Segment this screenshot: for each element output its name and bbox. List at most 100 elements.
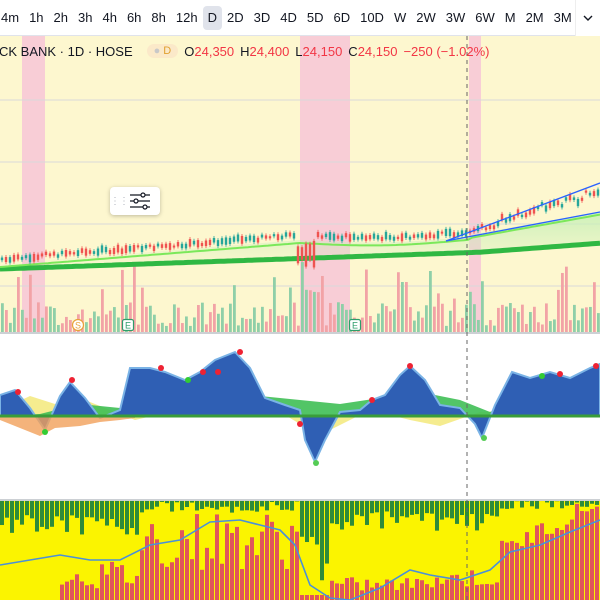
histogram-bar-green <box>405 501 409 518</box>
volume-bar <box>33 318 36 332</box>
volume-bar <box>57 324 60 332</box>
timeframe-6h[interactable]: 6h <box>126 9 142 25</box>
candle-body <box>272 234 276 237</box>
candle-body <box>44 251 48 256</box>
histogram-bar-red <box>165 566 169 600</box>
candle-body <box>412 234 416 238</box>
candle-body <box>432 234 436 239</box>
histogram-bar-red <box>105 574 109 600</box>
moving-average-slow <box>0 240 600 272</box>
candle-body <box>160 244 164 248</box>
candle-body <box>228 237 232 245</box>
timeframe-8h[interactable]: 8h <box>151 9 166 25</box>
timeframe-2m[interactable]: 2M <box>525 9 544 25</box>
timeframe-6w[interactable]: 6W <box>475 9 495 25</box>
candle-body <box>216 240 220 247</box>
timeframe-2h[interactable]: 2h <box>53 9 68 25</box>
histogram-bar-red <box>130 583 134 600</box>
timeframe-6d[interactable]: 6D <box>333 9 351 25</box>
timeframe-5d[interactable]: 5D <box>306 9 324 25</box>
histogram-bar-red <box>60 584 64 600</box>
volume-bar <box>421 317 424 332</box>
candle-body <box>248 235 252 241</box>
timeframe-3m[interactable]: 3M <box>553 9 572 25</box>
histogram-bar-red <box>480 584 484 600</box>
histogram-bar-green <box>340 501 344 530</box>
histogram-bar-red <box>135 575 139 600</box>
histogram-bar-green <box>365 501 369 525</box>
histogram-bar-red <box>505 542 509 600</box>
timeframe-m[interactable]: M <box>504 9 516 25</box>
volume-bar <box>493 325 496 332</box>
histogram-bar-red <box>430 587 434 600</box>
timeframe-3h[interactable]: 3h <box>78 9 93 25</box>
histogram-bar-green <box>520 501 524 508</box>
histogram-bar-green <box>455 501 459 524</box>
candle-body <box>204 240 208 247</box>
candle-body <box>88 250 92 254</box>
candle-body <box>164 243 168 248</box>
histogram-bar-red <box>235 526 239 600</box>
timeframe-4m[interactable]: 4m <box>1 9 20 25</box>
timeframe-d[interactable]: D <box>202 5 222 30</box>
volume-bar <box>185 316 188 332</box>
drag-handle-icon[interactable]: ⋮⋮ <box>110 195 129 207</box>
histogram-bar-red <box>545 534 549 600</box>
timeframe-2w[interactable]: 2W <box>416 9 436 25</box>
histogram-bar-red <box>475 584 479 600</box>
candle-body <box>580 197 584 201</box>
histogram-bar-red <box>265 514 269 600</box>
timeframe-2d[interactable]: 2D <box>226 9 244 25</box>
candle-body <box>376 235 380 240</box>
candle-body <box>68 251 72 255</box>
volume-bar <box>249 318 252 332</box>
candle-body <box>180 243 184 249</box>
candle-body <box>232 236 236 242</box>
candle-body <box>176 242 180 247</box>
trendline-lower[interactable] <box>445 211 600 242</box>
timeframe-12h[interactable]: 12h <box>175 9 198 25</box>
histogram-bar-red <box>410 587 414 600</box>
histogram-bar-red <box>385 579 389 600</box>
volume-bar <box>153 314 156 332</box>
delay-badge[interactable]: ● D <box>146 44 179 58</box>
histogram-bar-red <box>100 564 104 600</box>
histogram-bar-green <box>280 501 284 510</box>
volume-bar <box>221 307 224 332</box>
drawing-tool-widget[interactable]: ⋮⋮ <box>110 187 160 215</box>
candle-body <box>452 232 456 238</box>
signal-dot <box>200 369 206 375</box>
volume-bar <box>161 322 164 332</box>
trendline-upper[interactable] <box>445 182 600 242</box>
histogram-bar-red <box>490 584 494 600</box>
volume-bar <box>305 289 308 332</box>
timeframe-10d[interactable]: 10D <box>360 9 384 25</box>
candle-body <box>532 206 536 214</box>
timeframe-4h[interactable]: 4h <box>102 9 117 25</box>
timeframe-3d[interactable]: 3D <box>253 9 271 25</box>
sliders-settings-icon[interactable] <box>126 191 154 211</box>
histogram-bars <box>0 501 599 600</box>
histogram-bar-red <box>495 582 499 600</box>
symbol-title[interactable]: CK BANK · 1D · HOSE <box>0 43 133 59</box>
histogram-bar-red <box>305 595 309 600</box>
histogram-bar-red <box>110 561 114 600</box>
timeframe-1h[interactable]: 1h <box>29 9 44 25</box>
histogram-bar-red <box>95 588 99 600</box>
volume-bar <box>369 315 372 332</box>
candle-body <box>252 235 256 243</box>
candle-body <box>244 236 248 242</box>
volume-bar <box>501 304 504 332</box>
chevron-down-icon[interactable] <box>575 0 600 36</box>
candle-body <box>140 245 144 253</box>
candle-body <box>352 233 356 240</box>
volume-bar <box>229 303 232 332</box>
signal-dot <box>297 421 303 427</box>
timeframe-4d[interactable]: 4D <box>280 9 297 25</box>
candle-body <box>296 246 300 264</box>
timeframe-w[interactable]: W <box>393 9 407 25</box>
histogram-bar-green <box>490 501 494 516</box>
event-marker-earnings <box>121 318 135 332</box>
timeframe-3w[interactable]: 3W <box>445 9 466 25</box>
